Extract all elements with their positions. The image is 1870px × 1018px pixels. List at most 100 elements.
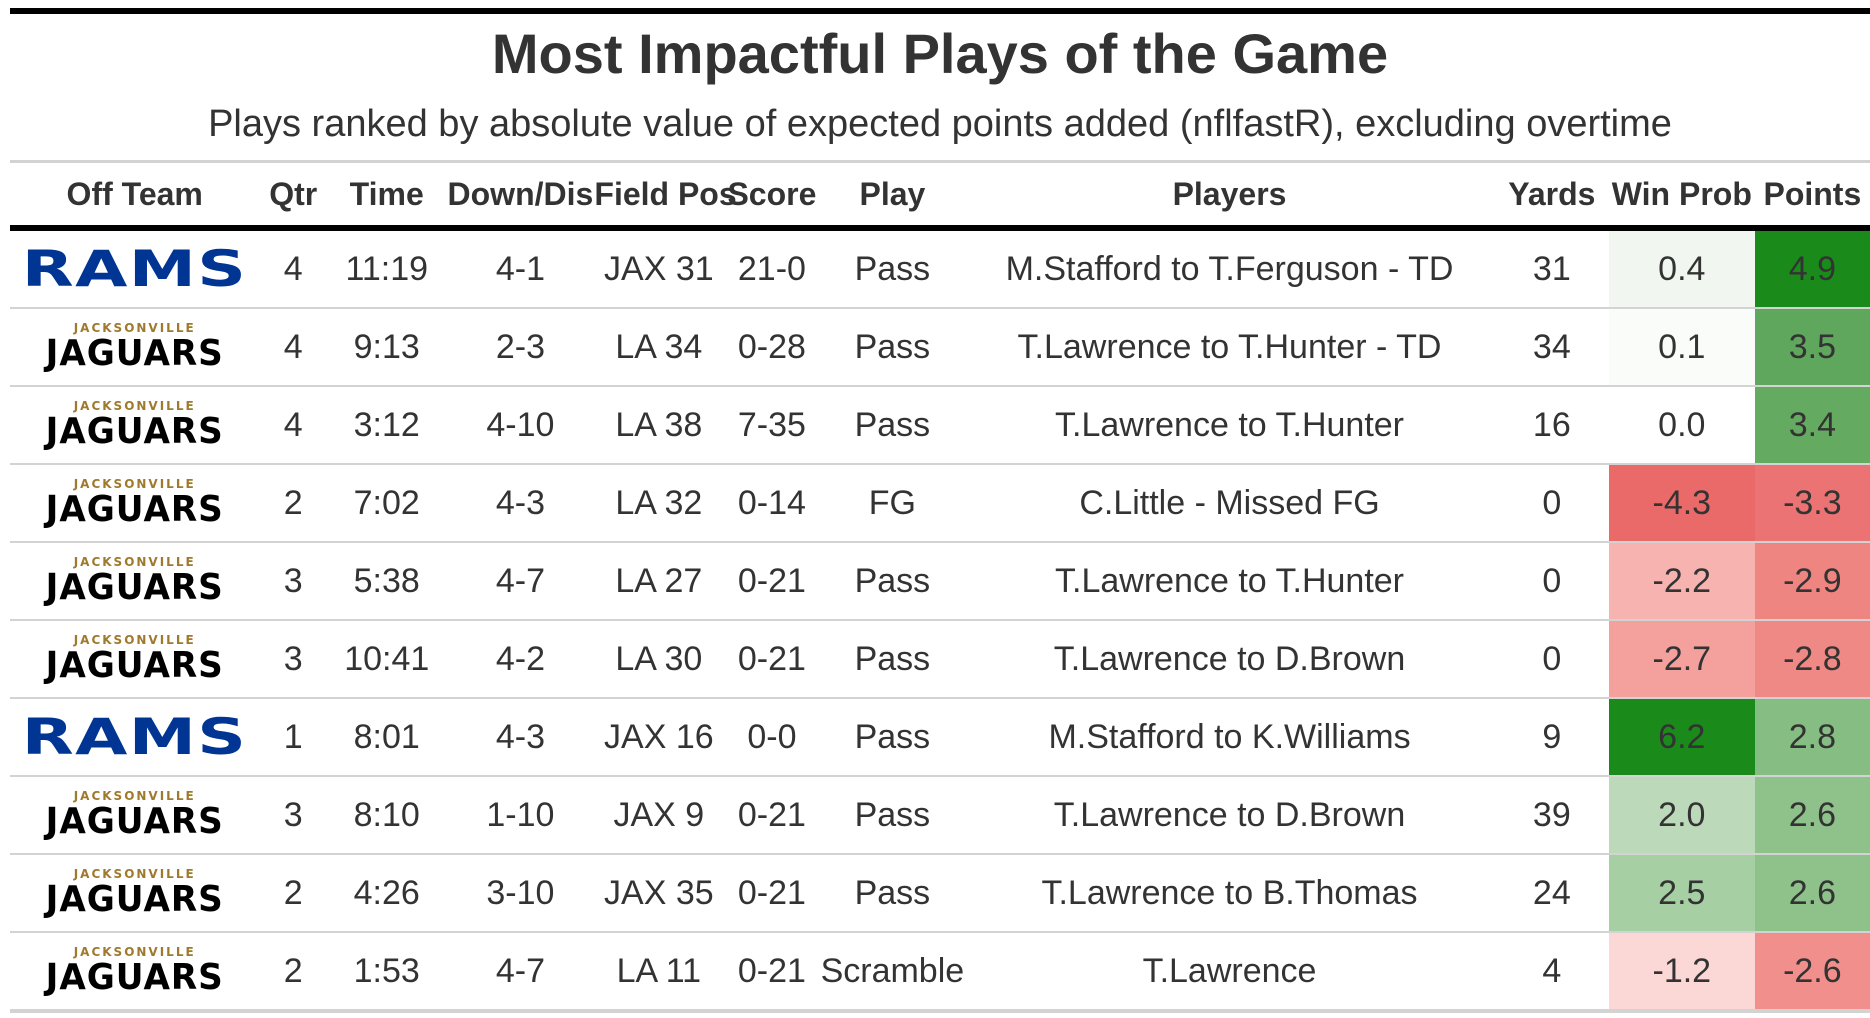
time-cell: 1:53 xyxy=(327,932,447,1013)
field-position-cell: LA 32 xyxy=(594,464,724,543)
win-prob-cell: 0.1 xyxy=(1608,308,1755,387)
jaguars-wordmark: JAGUARS xyxy=(45,645,224,686)
play-type-cell: FG xyxy=(820,464,965,543)
jaguars-city-text: JACKSONVILLE xyxy=(73,945,196,959)
col-header-yards[interactable]: Yards xyxy=(1494,160,1609,231)
col-header-time[interactable]: Time xyxy=(327,160,447,231)
quarter-cell: 2 xyxy=(259,932,328,1013)
jaguars-logo: JACKSONVILLE JAGUARS xyxy=(41,400,228,450)
points-cell: -2.6 xyxy=(1754,932,1870,1013)
field-position-cell: LA 30 xyxy=(594,620,724,699)
down-distance-cell: 4-7 xyxy=(446,932,595,1013)
play-type-cell: Pass xyxy=(820,854,965,933)
players-cell: T.Lawrence xyxy=(964,932,1495,1013)
time-cell: 5:38 xyxy=(327,542,447,621)
quarter-cell: 3 xyxy=(259,620,328,699)
col-header-off-team[interactable]: Off Team xyxy=(10,160,260,231)
jaguars-wordmark: JAGUARS xyxy=(45,957,224,998)
col-header-down-dis[interactable]: Down/Dis xyxy=(446,160,595,231)
team-logo-cell: JACKSONVILLE JAGUARS xyxy=(10,308,260,387)
yards-cell: 39 xyxy=(1494,776,1609,855)
field-position-cell: JAX 31 xyxy=(594,228,724,309)
play-type-cell: Pass xyxy=(820,228,965,309)
players-cell: T.Lawrence to D.Brown xyxy=(964,776,1495,855)
time-cell: 3:12 xyxy=(327,386,447,465)
plays-table-body: RAMS 4 11:19 4-1 JAX 31 21-0 Pass M.Stafford to… xyxy=(10,228,1870,1013)
jaguars-wordmark: JAGUARS xyxy=(45,489,224,530)
team-logo-cell: RAMS xyxy=(10,228,260,309)
jaguars-city-text: JACKSONVILLE xyxy=(73,633,196,647)
down-distance-cell: 4-10 xyxy=(446,386,595,465)
points-cell: 2.6 xyxy=(1754,776,1870,855)
rams-logo: RAMS xyxy=(22,240,246,298)
jaguars-logo: JACKSONVILLE JAGUARS xyxy=(41,478,228,528)
team-logo-cell: JACKSONVILLE JAGUARS xyxy=(10,620,260,699)
jaguars-city-text: JACKSONVILLE xyxy=(73,399,196,413)
win-prob-cell: 6.2 xyxy=(1608,698,1755,777)
score-cell: 0-21 xyxy=(723,854,821,933)
table-row: JACKSONVILLE JAGUARS 3 10:41 4-2 LA 30 0-21 Pas… xyxy=(10,620,1870,699)
players-cell: T.Lawrence to T.Hunter - TD xyxy=(964,308,1495,387)
jaguars-city-text: JACKSONVILLE xyxy=(73,789,196,803)
table-row: JACKSONVILLE JAGUARS 2 1:53 4-7 LA 11 0-21 Scra… xyxy=(10,932,1870,1013)
players-cell: M.Stafford to T.Ferguson - TD xyxy=(964,228,1495,309)
quarter-cell: 1 xyxy=(259,698,328,777)
points-cell: -3.3 xyxy=(1754,464,1870,543)
down-distance-cell: 4-3 xyxy=(446,698,595,777)
score-cell: 0-21 xyxy=(723,542,821,621)
down-distance-cell: 4-3 xyxy=(446,464,595,543)
table-row: JACKSONVILLE JAGUARS 2 7:02 4-3 LA 32 0-14 FG C.… xyxy=(10,464,1870,543)
top-rule xyxy=(10,8,1870,14)
play-type-cell: Pass xyxy=(820,386,965,465)
col-header-play[interactable]: Play xyxy=(820,160,965,231)
col-header-score[interactable]: Score xyxy=(723,160,821,231)
players-cell: T.Lawrence to T.Hunter xyxy=(964,386,1495,465)
win-prob-cell: -1.2 xyxy=(1608,932,1755,1013)
jaguars-wordmark: JAGUARS xyxy=(45,801,224,842)
time-cell: 10:41 xyxy=(327,620,447,699)
win-prob-cell: 2.5 xyxy=(1608,854,1755,933)
team-logo-cell: JACKSONVILLE JAGUARS xyxy=(10,932,260,1013)
score-cell: 21-0 xyxy=(723,228,821,309)
points-cell: 2.8 xyxy=(1754,698,1870,777)
quarter-cell: 4 xyxy=(259,228,328,309)
page-subtitle: Plays ranked by absolute value of expect… xyxy=(208,103,1672,145)
team-logo-cell: JACKSONVILLE JAGUARS xyxy=(10,776,260,855)
col-header-win-prob[interactable]: Win Prob xyxy=(1608,160,1755,231)
yards-cell: 34 xyxy=(1494,308,1609,387)
rams-wordmark: RAMS xyxy=(21,240,248,298)
win-prob-cell: -4.3 xyxy=(1608,464,1755,543)
col-header-qtr[interactable]: Qtr xyxy=(259,160,328,231)
jaguars-logo: JACKSONVILLE JAGUARS xyxy=(41,322,228,372)
play-type-cell: Pass xyxy=(820,620,965,699)
jaguars-wordmark: JAGUARS xyxy=(45,879,224,920)
play-type-cell: Scramble xyxy=(820,932,965,1013)
field-position-cell: LA 11 xyxy=(594,932,724,1013)
jaguars-logo: JACKSONVILLE JAGUARS xyxy=(41,868,228,918)
players-cell: C.Little - Missed FG xyxy=(964,464,1495,543)
quarter-cell: 4 xyxy=(259,386,328,465)
points-cell: 4.9 xyxy=(1754,228,1870,309)
jaguars-wordmark: JAGUARS xyxy=(45,333,224,374)
rams-wordmark: RAMS xyxy=(21,708,248,766)
col-header-players[interactable]: Players xyxy=(964,160,1495,231)
quarter-cell: 3 xyxy=(259,776,328,855)
time-cell: 7:02 xyxy=(327,464,447,543)
win-prob-cell: 0.4 xyxy=(1608,228,1755,309)
page-title: Most Impactful Plays of the Game xyxy=(491,22,1389,85)
jaguars-city-text: JACKSONVILLE xyxy=(73,555,196,569)
table-row: JACKSONVILLE JAGUARS 3 5:38 4-7 LA 27 0-21 Pass… xyxy=(10,542,1870,621)
score-cell: 0-14 xyxy=(723,464,821,543)
table-row: JACKSONVILLE JAGUARS 3 8:10 1-10 JAX 9 0-21 Pas… xyxy=(10,776,1870,855)
col-header-field-pos[interactable]: Field Pos xyxy=(594,160,737,231)
win-prob-cell: 2.0 xyxy=(1608,776,1755,855)
yards-cell: 24 xyxy=(1494,854,1609,933)
players-cell: T.Lawrence to T.Hunter xyxy=(964,542,1495,621)
players-cell: T.Lawrence to D.Brown xyxy=(964,620,1495,699)
jaguars-logo: JACKSONVILLE JAGUARS xyxy=(41,790,228,840)
field-position-cell: LA 34 xyxy=(594,308,724,387)
down-distance-cell: 3-10 xyxy=(446,854,595,933)
yards-cell: 4 xyxy=(1494,932,1609,1013)
table-row: JACKSONVILLE JAGUARS 4 9:13 2-3 LA 34 0-28 Pass… xyxy=(10,308,1870,387)
col-header-points[interactable]: Points xyxy=(1754,160,1870,231)
